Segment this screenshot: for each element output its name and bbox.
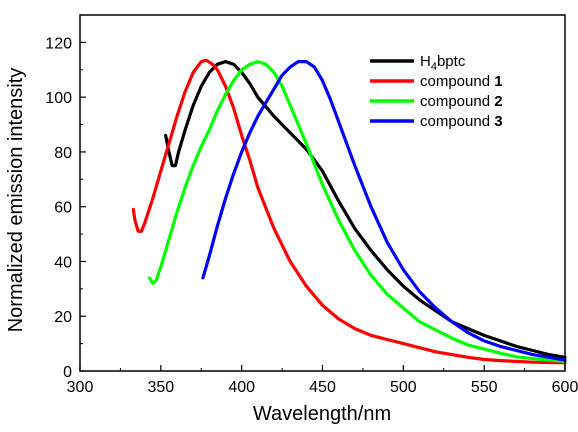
x-tick-label: 300 bbox=[67, 379, 94, 396]
y-tick-label: 0 bbox=[63, 364, 72, 381]
y-tick-label: 20 bbox=[54, 309, 72, 326]
x-tick-label: 450 bbox=[309, 379, 336, 396]
x-tick-label: 350 bbox=[147, 379, 174, 396]
series-line-1 bbox=[164, 60, 567, 359]
x-tick-label: 400 bbox=[228, 379, 255, 396]
series-line-3 bbox=[147, 60, 567, 363]
x-tick-label: 500 bbox=[390, 379, 417, 396]
y-tick-label: 80 bbox=[54, 145, 72, 162]
x-tick-label: 600 bbox=[552, 379, 578, 396]
x-axis: 300 350 400 450 500 550 600 bbox=[67, 365, 578, 396]
y-tick-label: 60 bbox=[54, 200, 72, 217]
y-tick-label: 40 bbox=[54, 254, 72, 271]
y-axis: 0 20 40 60 80 100 120 bbox=[45, 35, 86, 381]
x-axis-title: Wavelength/nm bbox=[253, 403, 391, 425]
y-axis-title: Normalized emission intensity bbox=[5, 68, 27, 333]
legend-label: compound 1 bbox=[420, 73, 503, 90]
y-tick-label: 100 bbox=[45, 90, 72, 107]
y-tick-label: 120 bbox=[45, 35, 72, 52]
x-tick-label: 550 bbox=[471, 379, 498, 396]
legend-label: compound 3 bbox=[420, 113, 503, 130]
legend-label: compound 2 bbox=[420, 93, 503, 110]
series-line-4 bbox=[201, 60, 567, 362]
series-line-2 bbox=[131, 58, 567, 365]
legend-label: H4bptc bbox=[420, 53, 466, 73]
plot-lines bbox=[131, 58, 567, 365]
